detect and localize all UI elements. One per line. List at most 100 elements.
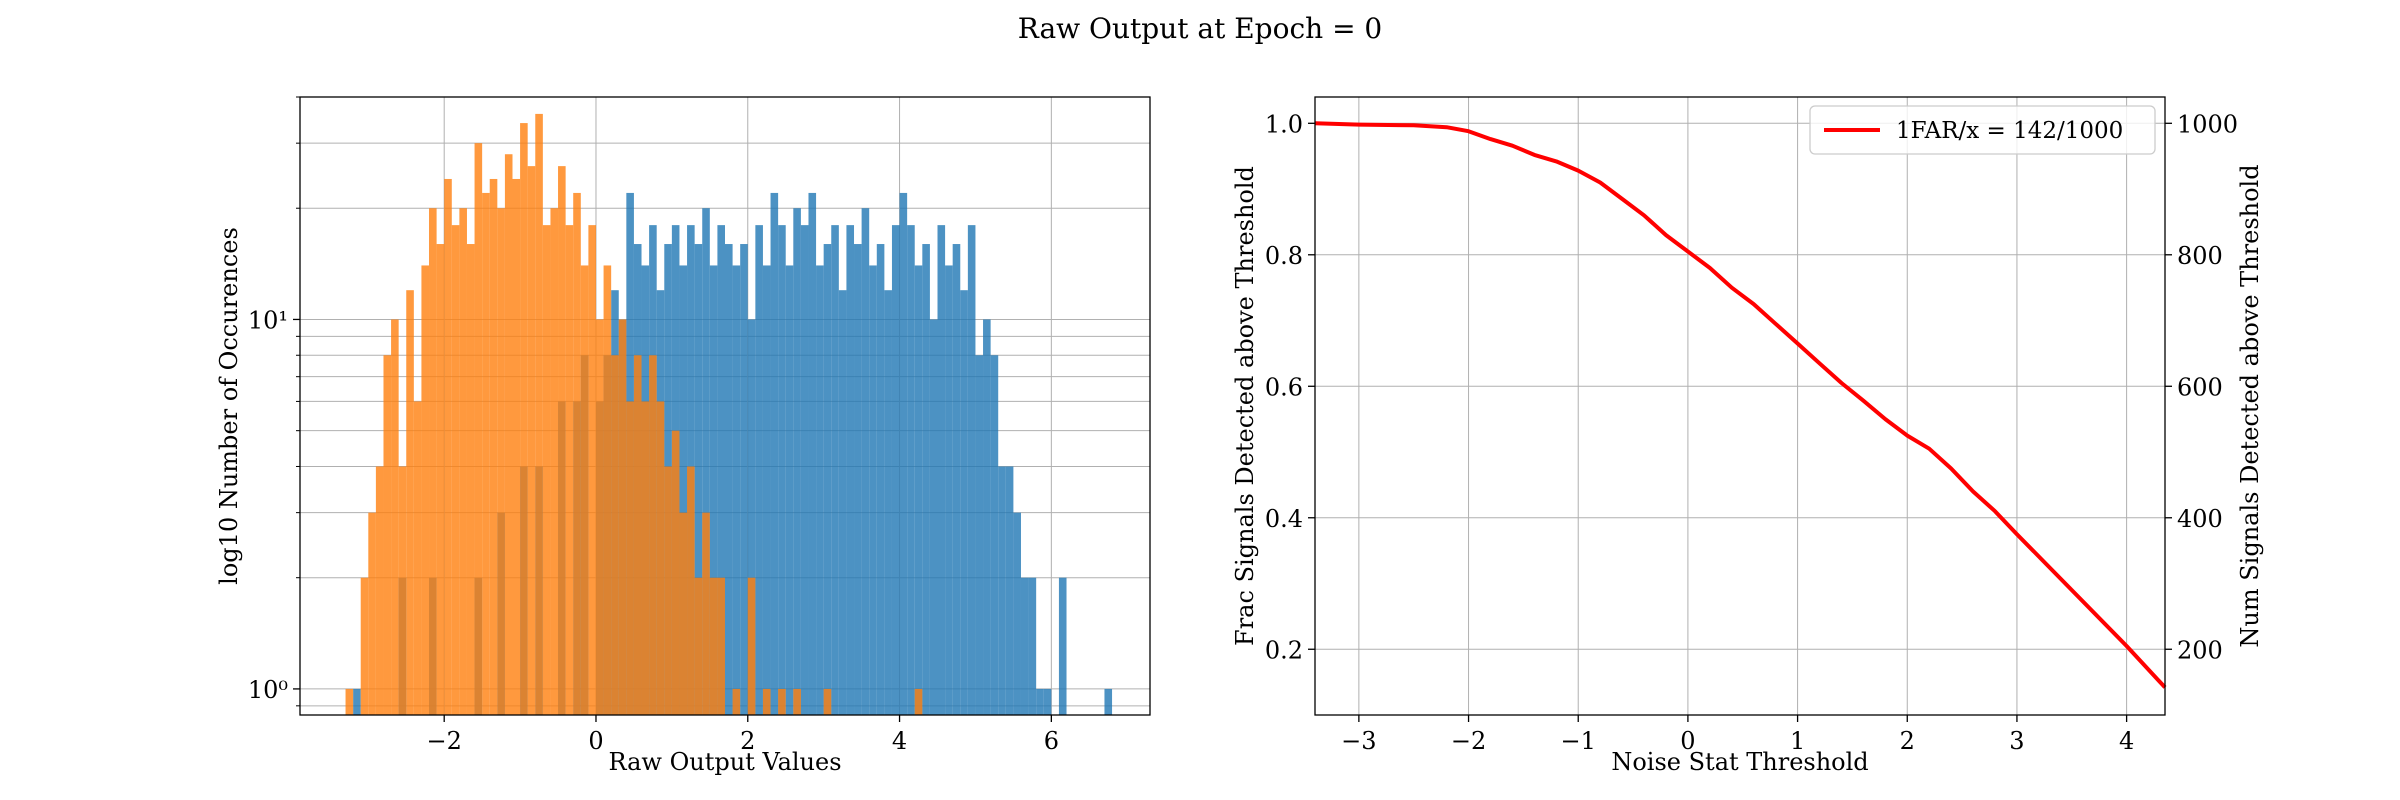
- histogram-bar: [360, 577, 369, 715]
- detection-x-label: Noise Stat Threshold: [1611, 748, 1868, 776]
- detection-curve-group: [1314, 121, 2167, 689]
- histogram-bar: [1020, 577, 1029, 715]
- histogram-bar: [451, 225, 460, 715]
- histogram-bar: [808, 192, 817, 716]
- detection-x-tick-label: 0: [1680, 727, 1695, 755]
- histogram-bar: [694, 577, 703, 715]
- histogram-bar: [831, 225, 839, 715]
- histogram-bar: [580, 265, 589, 715]
- histogram-bar: [747, 319, 756, 715]
- detection-y-tick-label: 0.2: [1265, 636, 1303, 664]
- histogram-x-label: Raw Output Values: [608, 748, 841, 776]
- histogram-bar: [679, 512, 688, 715]
- detection-x-tick-label: −3: [1341, 727, 1376, 755]
- histogram-bar: [633, 355, 642, 715]
- detection-x-tick-label: 1: [1790, 727, 1805, 755]
- histogram-bar: [838, 290, 847, 715]
- histogram-bar: [960, 290, 968, 715]
- histogram-bar: [656, 401, 665, 715]
- detection-x-tick-label: 2: [1900, 727, 1915, 755]
- histogram-panel: −2 0 2 4 6 10⁰ 10¹ Raw Output Values log10 Num…: [215, 96, 1151, 776]
- histogram-bar: [459, 208, 467, 716]
- histogram-bar: [649, 355, 657, 715]
- histogram-series-1: [345, 113, 923, 716]
- histogram-bar: [922, 244, 930, 715]
- histogram-bar: [383, 355, 392, 715]
- histogram-bar: [535, 113, 543, 716]
- histogram-bar: [626, 401, 634, 715]
- histogram-bar: [929, 319, 938, 715]
- histogram-bar: [641, 401, 650, 715]
- histogram-bar: [725, 244, 733, 715]
- histogram-bar: [482, 192, 490, 716]
- histogram-bar: [671, 430, 680, 715]
- histogram-bar: [429, 208, 437, 716]
- detection-ticks: −3 −2 −1 0 1 2 3 4 0.2 0.4 0.6 0.8 1.0 200 400 600 800 10…: [1265, 110, 2238, 755]
- histogram-bar: [702, 208, 710, 716]
- histogram-bar: [762, 688, 771, 715]
- figure-title: Raw Output at Epoch = 0: [1018, 12, 1383, 45]
- histogram-bar: [573, 192, 581, 716]
- histogram-bar: [345, 688, 354, 715]
- histogram-bar: [550, 208, 559, 716]
- histogram-bar: [687, 466, 695, 715]
- histogram-bar: [512, 178, 521, 715]
- histogram-bar: [489, 178, 498, 715]
- detection-panel: −3 −2 −1 0 1 2 3 4 0.2 0.4 0.6 0.8 1.0 200 400 600 800 10…: [1231, 96, 2264, 776]
- histogram-x-tick-label: 6: [1044, 727, 1059, 755]
- detection-x-tick-label: −1: [1561, 727, 1596, 755]
- detection-y-tick-label: 0.6: [1265, 373, 1303, 401]
- histogram-ticks: −2 0 2 4 6 10⁰ 10¹: [248, 96, 1059, 755]
- histogram-bar: [967, 225, 976, 715]
- histogram-bar: [603, 265, 612, 715]
- legend-label: 1FAR/x = 142/1000: [1896, 118, 2123, 144]
- histogram-bar: [694, 244, 703, 715]
- histogram-bar: [1036, 688, 1044, 715]
- histogram-bar: [785, 265, 794, 715]
- histogram-bar: [732, 688, 741, 715]
- histogram-bar: [709, 577, 718, 715]
- detection-frame: [1314, 96, 2166, 716]
- histogram-bar: [945, 265, 953, 715]
- histogram-bar: [914, 265, 923, 715]
- histogram-y-tick-label: 10¹: [248, 306, 288, 334]
- histogram-bar: [884, 290, 892, 715]
- histogram-bar: [679, 265, 688, 715]
- histogram-bar: [466, 244, 475, 715]
- histogram-bar: [891, 225, 900, 715]
- histogram-x-tick-label: 4: [892, 727, 907, 755]
- detection-y-right-tick-label: 400: [2177, 505, 2223, 533]
- histogram-bar: [558, 166, 566, 715]
- histogram-bar: [740, 244, 748, 715]
- histogram-bar: [975, 355, 984, 715]
- histogram-bar: [1104, 688, 1113, 715]
- histogram-bar: [565, 225, 574, 715]
- histogram-bar: [800, 225, 809, 715]
- histogram-bar: [1043, 688, 1052, 715]
- detection-y-right-tick-label: 600: [2177, 373, 2223, 401]
- detection-y-tick-label: 0.8: [1265, 242, 1303, 270]
- detection-x-tick-label: 4: [2119, 727, 2134, 755]
- histogram-bar: [542, 225, 551, 715]
- detection-grid: [1315, 97, 2165, 715]
- histogram-bar: [375, 466, 384, 715]
- histogram-bar: [846, 225, 855, 715]
- histogram-bar: [778, 225, 786, 715]
- histogram-bar: [998, 466, 1006, 715]
- histogram-x-tick-label: 2: [740, 727, 755, 755]
- histogram-bar: [406, 290, 414, 715]
- histogram-bar: [778, 688, 786, 715]
- histogram-bar: [391, 319, 399, 715]
- histogram-bar: [869, 265, 877, 715]
- histogram-bar: [504, 154, 513, 715]
- histogram-bars: [345, 113, 1113, 716]
- histogram-bar: [823, 688, 832, 715]
- histogram-y-label: log10 Number of Occurences: [215, 227, 243, 585]
- histogram-bar: [702, 512, 710, 715]
- histogram-bar: [990, 355, 999, 715]
- histogram-bar: [755, 225, 763, 715]
- detection-y-right-tick-label: 800: [2177, 242, 2223, 270]
- histogram-bar: [520, 123, 528, 715]
- histogram-bar: [952, 244, 961, 715]
- histogram-bar: [983, 319, 991, 715]
